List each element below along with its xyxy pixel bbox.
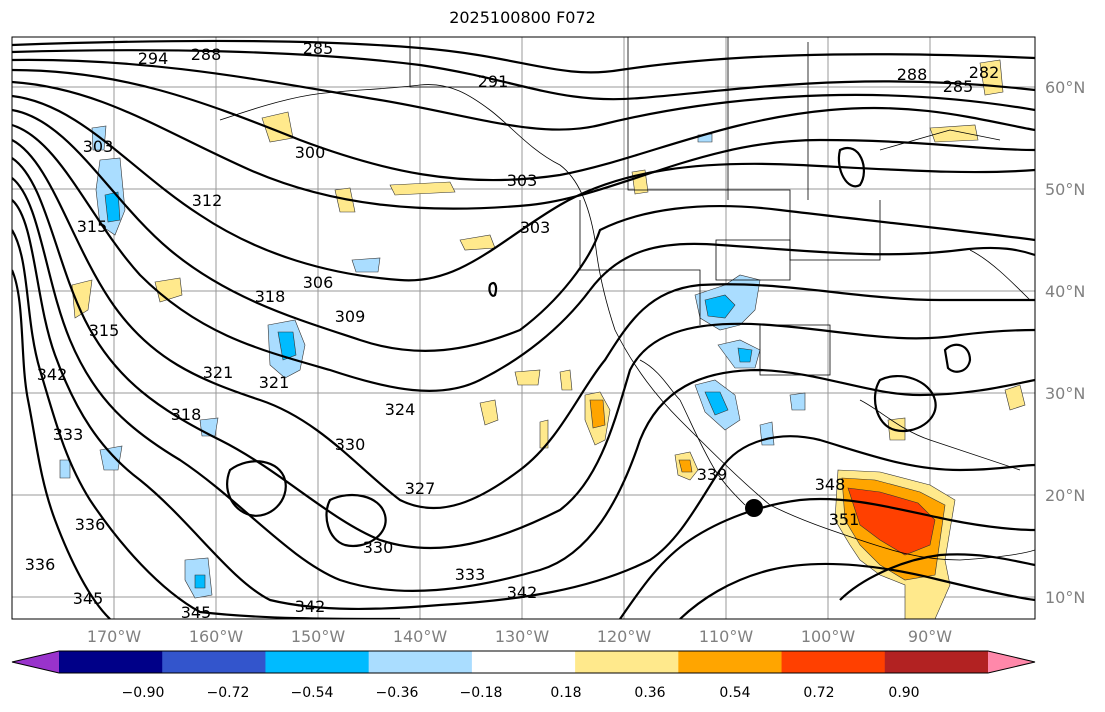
contour-label: 294 [138,49,169,68]
lon-label: 90°W [908,627,952,646]
colorbar-segment [884,651,989,673]
contour-label: 285 [943,77,974,96]
colorbar-tick-label: 0.18 [550,685,581,701]
contour-label: 351 [829,510,860,529]
contour-label: 327 [405,479,436,498]
colorbar-tick-label: −0.36 [376,685,419,701]
contour-label: 300 [295,143,326,162]
lat-label: 40°N [1045,282,1085,301]
contour-label: 282 [969,63,1000,82]
colorbar-tick-label: −0.90 [122,685,165,701]
contour-label: 288 [897,65,928,84]
colorbar-extend-high [988,651,1035,673]
contour-label: 315 [89,321,120,340]
map-title: 2025100800 F072 [449,8,596,27]
contour-label: 339 [697,465,728,484]
colorbar-tick-label: 0.36 [634,685,665,701]
contour-label: 345 [181,603,212,622]
contour-label: 333 [53,425,84,444]
colorbar-segment [678,651,783,673]
colorbar-tick-label: 0.90 [888,685,919,701]
contour-label: 336 [75,515,106,534]
colorbar-tick-label: −0.72 [207,685,250,701]
contour-label: 303 [520,218,551,237]
contour-label: 336 [25,555,56,574]
latitude-labels: 60°N 50°N 40°N 30°N 20°N 10°N [1045,78,1085,607]
lon-label: 160°W [189,627,244,646]
contour-label: 306 [303,273,334,292]
colorbar-tick-label: −0.18 [460,685,503,701]
contour-label: 345 [73,589,104,608]
contour-label: 321 [203,363,234,382]
contour-label: 288 [191,45,222,64]
contour-label: 330 [335,435,366,454]
coastlines [219,37,1035,561]
contour-label: 315 [77,217,108,236]
lon-label: 170°W [87,627,142,646]
contour-label: 342 [507,583,538,602]
contour-label: 333 [455,565,486,584]
colorbar-segment [575,651,679,673]
colorbar-segment [781,651,886,673]
colorbar-tick-label: −0.54 [291,685,334,701]
colorbar-segment [162,651,266,673]
lon-label: 110°W [699,627,754,646]
lat-label: 10°N [1045,588,1085,607]
contour-label: 324 [385,400,416,419]
lon-label: 130°W [495,627,550,646]
lat-label: 30°N [1045,384,1085,403]
contour-label: 342 [37,365,68,384]
map-frame [11,36,1036,620]
colorbar-tick-labels: −0.90 −0.72 −0.54 −0.36 −0.18 0.18 0.36 … [122,685,920,701]
colorbar-extend-low [12,651,59,673]
longitude-labels: 170°W 160°W 150°W 140°W 130°W 120°W 110°… [87,627,952,646]
colorbar-segment [59,651,163,673]
contour-label: 303 [83,137,114,156]
contour-lines [12,39,1035,619]
contour-label: 285 [303,39,334,58]
contour-label: 330 [363,538,394,557]
lon-label: 150°W [291,627,346,646]
contour-label: 318 [255,287,286,306]
contour-label: 309 [335,307,366,326]
location-marker [745,499,763,517]
lat-label: 50°N [1045,180,1085,199]
colorbar-segment [368,651,473,673]
contour-label: 321 [259,373,290,392]
contour-label: 303 [507,171,538,190]
colorbar-segment [265,651,370,673]
lat-label: 20°N [1045,486,1085,505]
contour-label: 348 [815,475,846,494]
contour-label: 342 [295,597,326,616]
contour-label: 291 [478,72,509,91]
colorbar-outline [11,650,1036,674]
colorbar-tick-label: 0.72 [803,685,834,701]
colorbar-tick-label: 0.54 [719,685,750,701]
contour-label: 312 [192,191,223,210]
lon-label: 140°W [393,627,448,646]
lat-label: 60°N [1045,78,1085,97]
colorbar [11,650,1036,674]
lon-label: 100°W [801,627,856,646]
contour-label-group: 285 288 291 294 300 303 303 303 306 309 … [25,39,1000,622]
colorbar-segment [471,651,576,673]
lon-label: 120°W [597,627,652,646]
contour-label: 318 [171,405,202,424]
